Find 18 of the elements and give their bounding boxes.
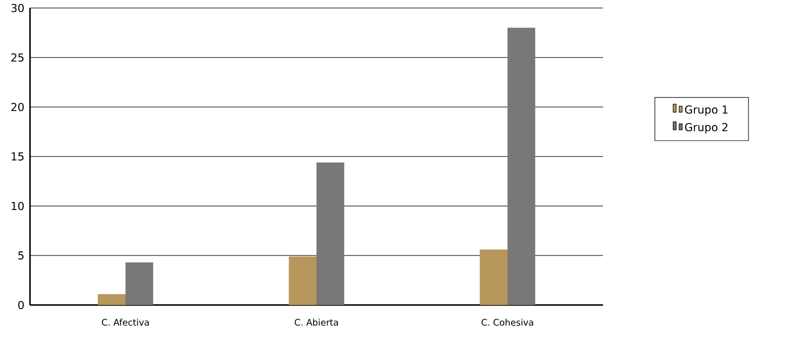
legend-label: Grupo 2: [685, 123, 728, 134]
y-tick-label: 10: [12, 202, 24, 210]
y-tick-label: 30: [11, 4, 24, 12]
x-tick-label: C. Afectiva: [102, 318, 149, 326]
y-tick-label: 20: [11, 102, 24, 112]
bar: [98, 294, 126, 305]
y-tick-label: 0: [18, 300, 24, 310]
bar: [480, 250, 508, 305]
y-tick-label: 5: [18, 251, 24, 260]
y-tick-label: 25: [11, 53, 24, 62]
bar: [126, 262, 154, 305]
bar: [316, 162, 344, 305]
x-tick-label: C. Cohesiva: [482, 318, 534, 326]
x-tick-label: C. Abierta: [294, 318, 338, 326]
y-tick-label: 15: [12, 152, 24, 161]
bar: [508, 28, 536, 305]
bar: [288, 256, 317, 305]
legend-label: Grupo 1: [685, 105, 728, 116]
